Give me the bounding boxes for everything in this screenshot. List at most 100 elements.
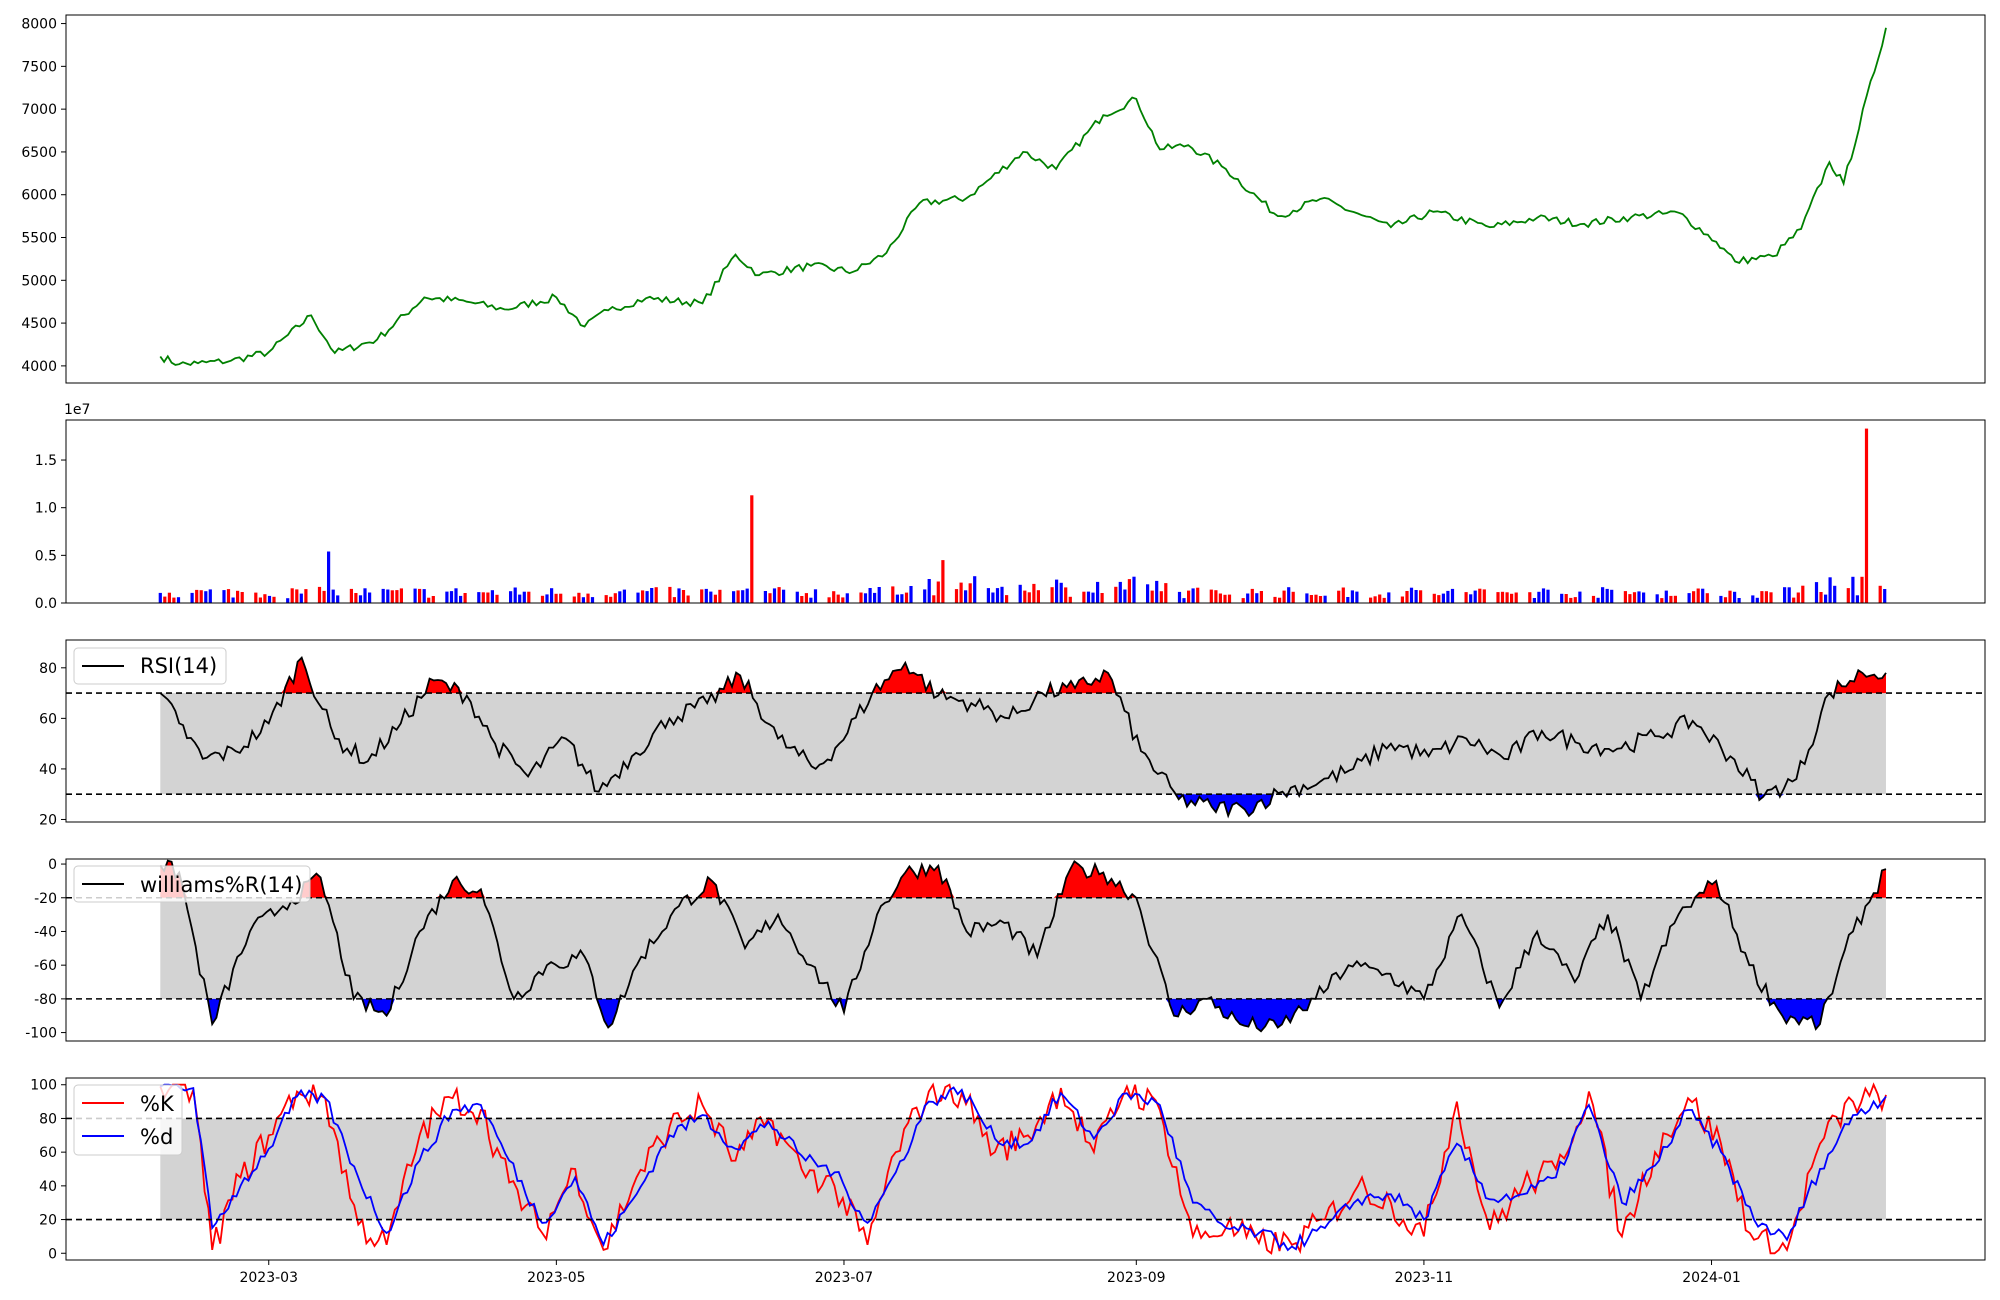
x-tick-label: 2024-01	[1682, 1270, 1741, 1286]
plot-frame	[65, 858, 1986, 1042]
volume-bar	[263, 594, 267, 603]
rsi-panel: 20 40 60 80	[39, 639, 1986, 828]
volume-bar	[463, 593, 467, 603]
volume-bar	[1528, 592, 1532, 603]
volume-bar	[572, 596, 576, 603]
volume-bar	[1787, 587, 1791, 603]
x-tick-label: 2023-03	[239, 1270, 298, 1286]
volume-bar	[1514, 592, 1518, 603]
d-legend-label: %d	[140, 1125, 173, 1149]
volume-bar	[1187, 590, 1191, 603]
volume-bar	[1250, 588, 1254, 603]
volume-bar	[763, 591, 767, 603]
volume-bar	[1855, 595, 1859, 603]
volume-bar	[927, 579, 931, 603]
volume-bar	[1510, 593, 1514, 603]
williams-overbought-fill	[160, 860, 1886, 898]
volume-bar	[295, 589, 299, 603]
volume-bar	[172, 597, 176, 603]
volume-bar	[1701, 588, 1705, 603]
volume-bar	[1341, 587, 1345, 603]
plot-frame	[65, 419, 1986, 604]
volume-bar	[1769, 592, 1773, 603]
rsi-neutral-band	[160, 693, 1886, 795]
volume-bar	[704, 588, 708, 603]
volume-bar	[1464, 592, 1468, 603]
volume-bar	[1692, 591, 1696, 603]
volume-bar	[845, 593, 849, 603]
volume-bar	[750, 495, 754, 603]
volume-bar	[732, 591, 736, 603]
volume-bar	[736, 590, 740, 603]
volume-bar	[358, 595, 363, 603]
volume-bar	[1159, 591, 1163, 603]
price-ytick-label: 7500	[21, 59, 57, 75]
volume-bar	[1673, 595, 1677, 603]
stochastic-ytick-label: 0	[48, 1246, 57, 1262]
price-ytick-label: 7000	[21, 102, 57, 118]
stochastic-legend: %K %d	[73, 1084, 183, 1156]
volume-bar	[1642, 592, 1646, 603]
williams-ytick-label: 0	[48, 857, 57, 873]
volume-bar	[768, 593, 772, 603]
rsi-overbought-fill	[160, 657, 1886, 694]
volume-bar	[1505, 592, 1509, 603]
volume-bar	[936, 581, 940, 603]
volume-bar	[1259, 591, 1263, 603]
volume-bar	[832, 591, 836, 603]
volume-bar	[772, 588, 777, 603]
volume-bar	[1469, 594, 1473, 603]
volume-bar	[1705, 593, 1709, 603]
volume-bar	[1628, 594, 1632, 603]
volume-bar	[1537, 591, 1541, 603]
williams-ytick-label: -80	[34, 992, 57, 1008]
volume-bar	[527, 591, 531, 603]
volume-bar	[1623, 591, 1627, 603]
volume-bar	[1373, 596, 1377, 603]
volume-bar	[1278, 597, 1282, 603]
volume-bar	[1100, 593, 1104, 603]
rsi-legend-label: RSI(14)	[140, 654, 217, 678]
rsi-legend: RSI(14)	[73, 647, 227, 685]
volume-bar	[399, 588, 403, 603]
volume-bar	[327, 551, 331, 603]
volume-panel: 1e7 0.0 0.5 1.0 1.5	[35, 402, 1986, 612]
volume-bar	[1414, 590, 1418, 603]
volume-bar	[841, 597, 845, 603]
volume-bar	[1573, 597, 1577, 603]
volume-bar	[368, 592, 372, 603]
volume-bar	[1569, 597, 1573, 603]
volume-bar	[1801, 585, 1805, 603]
volume-bar	[581, 597, 585, 603]
volume-bar	[873, 592, 877, 603]
volume-bar	[1419, 590, 1423, 603]
volume-bar	[1405, 591, 1409, 603]
volume-bar	[1409, 587, 1414, 603]
volume-bar	[1214, 590, 1218, 603]
volume-bar	[226, 589, 231, 603]
volume-bar	[1500, 591, 1505, 603]
volume-bar	[1068, 596, 1072, 603]
volume-bar	[336, 595, 340, 603]
volume-bar	[1783, 587, 1787, 603]
volume-bar	[1601, 587, 1605, 603]
volume-bar	[195, 589, 199, 603]
volume-bar	[1796, 592, 1800, 603]
rsi-ytick-label: 40	[39, 762, 57, 778]
volume-bar	[809, 597, 813, 603]
volume-bar	[1123, 589, 1127, 603]
volume-bar	[1164, 583, 1168, 603]
volume-bar	[622, 589, 626, 603]
volume-bar	[231, 597, 235, 603]
volume-bar	[986, 588, 990, 603]
volume-bar	[1150, 590, 1154, 603]
rsi-line	[159, 656, 1887, 819]
volume-bar	[995, 588, 1000, 603]
price-line	[159, 27, 1887, 367]
volume-bar	[1591, 595, 1596, 603]
volume-bar	[395, 590, 399, 603]
volume-ytick-label: 1.5	[35, 453, 57, 469]
volume-bar	[1482, 589, 1486, 603]
volume-bar	[1687, 593, 1691, 603]
volume-bar	[267, 595, 272, 603]
